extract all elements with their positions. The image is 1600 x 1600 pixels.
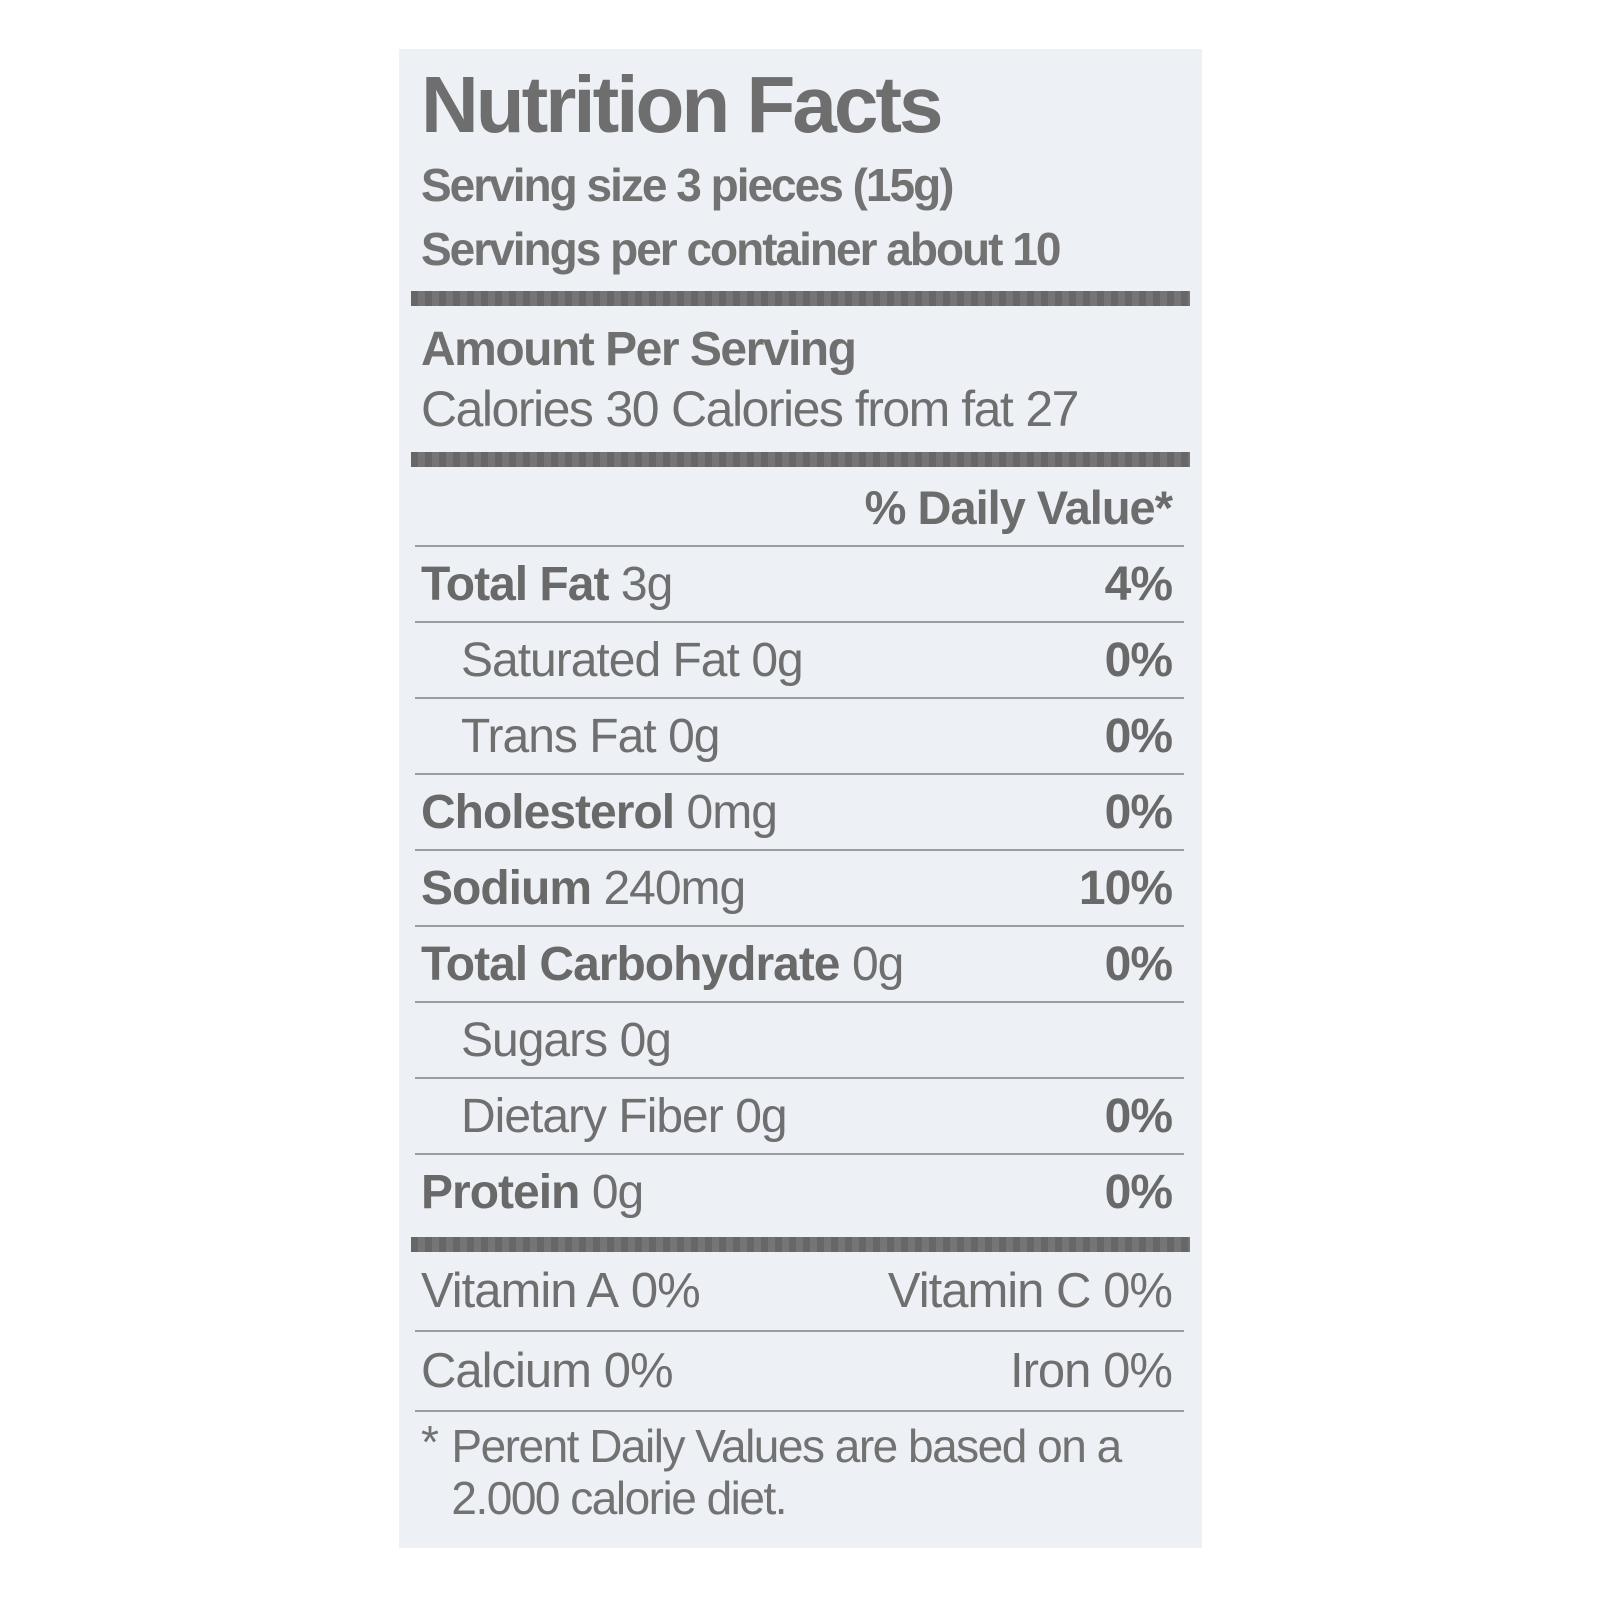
nutrient-daily-value: 0% <box>1104 785 1173 839</box>
nutrient-label: Trans Fat <box>461 709 657 763</box>
nutrient-label: Saturated Fat <box>461 633 740 687</box>
footnote-line-2: 2.000 calorie diet. <box>451 1472 787 1524</box>
nutrient-amount: 0g <box>751 633 803 687</box>
nutrient-cell: Sugars 0g <box>421 1013 672 1068</box>
footnote: * Perent Daily Values are based on a 2.0… <box>421 1416 1172 1524</box>
nutrient-daily-value: 0% <box>1104 633 1173 687</box>
nutrient-daily-value: 0% <box>1104 1165 1173 1219</box>
nutrient-row-cholesterol: Cholesterol 0mg 0% <box>421 775 1173 849</box>
micronutrient-name: Calcium <box>421 1344 592 1398</box>
nutrient-row-sugars: Sugars 0g <box>421 1003 1172 1077</box>
nutrient-amount: 0g <box>735 1089 787 1143</box>
nutrient-row-sodium: Sodium 240mg 10% <box>421 851 1173 925</box>
separator-thin <box>415 621 1184 623</box>
calories-line: Calories 30 Calories from fat 27 <box>421 378 1172 440</box>
calories-from-fat-value: 27 <box>1025 381 1079 437</box>
nutrient-row-saturated-fat: Saturated Fat 0g 0% <box>421 623 1173 697</box>
nutrient-cell: Total Fat 3g <box>421 557 673 612</box>
nutrient-amount: 0g <box>668 709 720 763</box>
calories-value: 30 <box>605 381 659 437</box>
nutrient-daily-value: 10% <box>1078 861 1173 915</box>
micronutrient-cell-vitamin-c: Vitamin C 0% <box>887 1263 1173 1319</box>
micronutrient-value: 0% <box>630 1264 701 1318</box>
nutrient-cell: Saturated Fat 0g <box>421 633 804 688</box>
nutrient-row-total-fat: Total Fat 3g 4% <box>421 547 1173 621</box>
nutrient-label: Total Fat <box>421 557 609 611</box>
daily-value-header: % Daily Value* <box>864 481 1173 534</box>
nutrient-amount: 0g <box>591 1165 644 1219</box>
nutrient-label: Protein <box>421 1165 580 1219</box>
micronutrient-cell-calcium: Calcium 0% <box>421 1343 674 1399</box>
label-title: Nutrition Facts <box>421 60 943 149</box>
footnote-text: Perent Daily Values are based on a 2.000… <box>451 1420 1172 1524</box>
nutrient-amount: 0mg <box>686 785 778 839</box>
nutrient-daily-value: 0% <box>1104 937 1173 991</box>
nutrient-cell: Protein 0g <box>421 1165 644 1220</box>
amount-per-serving-heading: Amount Per Serving <box>421 323 857 376</box>
separator-thin <box>415 849 1184 851</box>
nutrient-row-trans-fat: Trans Fat 0g 0% <box>421 699 1173 773</box>
servings-per-container-line: Servings per container about 10 <box>421 223 1061 275</box>
separator-thick-middle <box>411 452 1190 467</box>
separator-thin <box>415 773 1184 775</box>
separator-thick-bottom <box>411 1237 1190 1252</box>
micronutrient-name: Vitamin C <box>887 1264 1092 1318</box>
calories-from-fat-label: Calories from fat <box>671 381 1014 437</box>
nutrient-row-total-carbohydrate: Total Carbohydrate 0g 0% <box>421 927 1173 1001</box>
nutrient-label: Dietary Fiber <box>461 1089 724 1143</box>
nutrient-daily-value: 4% <box>1104 557 1173 611</box>
nutrient-cell: Sodium 240mg <box>421 861 746 916</box>
micronutrient-cell-vitamin-a: Vitamin A 0% <box>421 1263 701 1319</box>
nutrient-amount: 240mg <box>603 861 746 915</box>
micronutrient-row-vitamins: Vitamin A 0% Vitamin C 0% <box>421 1252 1173 1330</box>
nutrient-label: Total Carbohydrate <box>421 937 840 991</box>
nutrient-label: Sugars <box>461 1013 608 1067</box>
calories-label: Calories <box>421 381 594 437</box>
nutrition-facts-label: Nutrition Facts Serving size 3 pieces (1… <box>399 49 1202 1548</box>
nutrient-daily-value: 0% <box>1104 709 1173 763</box>
nutrient-label: Cholesterol <box>421 785 675 839</box>
nutrient-label: Sodium <box>421 861 592 915</box>
footnote-line-1: Perent Daily Values are based on a <box>451 1420 1122 1472</box>
nutrient-row-protein: Protein 0g 0% <box>421 1155 1173 1229</box>
separator-thick-top <box>411 291 1190 306</box>
micronutrient-value: 0% <box>603 1344 674 1398</box>
nutrient-cell: Dietary Fiber 0g <box>421 1089 788 1144</box>
nutrient-row-dietary-fiber: Dietary Fiber 0g 0% <box>421 1079 1173 1153</box>
nutrient-cell: Cholesterol 0mg <box>421 785 778 840</box>
separator-thin <box>415 1410 1184 1412</box>
nutrient-cell: Total Carbohydrate 0g <box>421 937 904 992</box>
nutrient-amount: 0g <box>619 1013 672 1067</box>
serving-size-line: Serving size 3 pieces (15g) <box>421 159 955 211</box>
micronutrient-value: 0% <box>1103 1264 1173 1318</box>
separator-thin <box>415 1001 1184 1003</box>
separator-thin <box>415 697 1184 699</box>
footnote-asterisk: * <box>421 1416 439 1468</box>
separator-thin <box>415 545 1184 547</box>
separator-thin <box>415 1330 1184 1332</box>
nutrient-amount: 0g <box>851 937 904 991</box>
nutrient-daily-value: 0% <box>1104 1089 1173 1143</box>
separator-thin <box>415 1077 1184 1079</box>
micronutrient-name: Iron <box>1010 1344 1091 1398</box>
separator-thin <box>415 925 1184 927</box>
micronutrient-value: 0% <box>1103 1344 1173 1398</box>
micronutrient-cell-iron: Iron 0% <box>1010 1343 1173 1399</box>
micronutrient-row-minerals: Calcium 0% Iron 0% <box>421 1332 1173 1410</box>
micronutrient-name: Vitamin A <box>421 1264 619 1318</box>
separator-thin <box>415 1153 1184 1155</box>
nutrient-amount: 3g <box>620 557 673 611</box>
nutrient-cell: Trans Fat 0g <box>421 709 720 764</box>
